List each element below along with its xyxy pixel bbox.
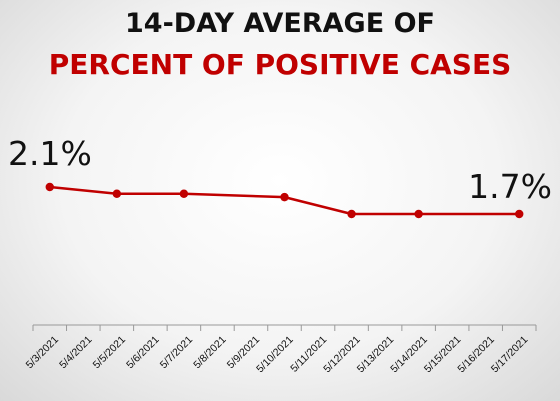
x-tick-label: 5/6/2021 — [124, 334, 161, 371]
x-tick-label: 5/5/2021 — [91, 334, 128, 371]
data-point — [179, 189, 189, 198]
x-tick-label: 5/7/2021 — [158, 334, 195, 371]
chart-title-line2: PERCENT OF POSITIVE CASES — [48, 48, 512, 81]
data-label-annotation: 1.7% — [468, 167, 552, 206]
x-tick-label: 5/3/2021 — [24, 334, 61, 371]
data-points — [45, 182, 524, 219]
x-tick-labels: 5/3/20215/4/20215/5/20215/6/20215/7/2021… — [24, 334, 531, 376]
data-point — [515, 209, 524, 219]
x-tick-label: 5/8/2021 — [191, 334, 228, 371]
data-point — [347, 209, 356, 219]
annotations: 2.1% 1.7% — [8, 134, 552, 206]
data-point — [414, 209, 423, 219]
data-point — [112, 189, 122, 198]
data-label-annotation: 2.1% — [8, 134, 92, 173]
x-tick-label: 5/10/2021 — [254, 334, 296, 376]
x-axis — [32, 324, 537, 331]
chart-title-line1: 14-DAY AVERAGE OF — [125, 8, 435, 39]
data-point — [280, 192, 289, 202]
x-tick-label: 5/4/2021 — [57, 334, 94, 371]
x-tick-label: 5/17/2021 — [489, 334, 531, 376]
data-point — [45, 182, 54, 192]
